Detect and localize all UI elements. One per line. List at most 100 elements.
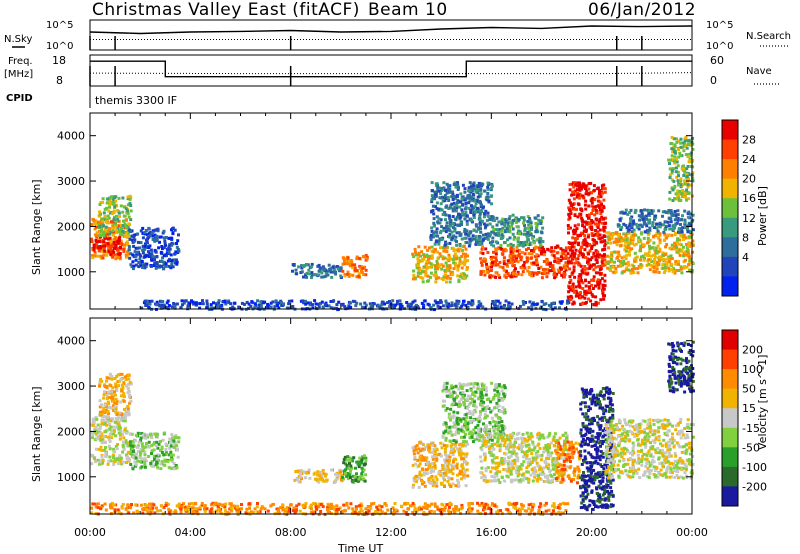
data-cell bbox=[679, 243, 683, 247]
data-cell bbox=[451, 401, 455, 405]
data-cell bbox=[458, 256, 462, 260]
data-cell bbox=[634, 233, 638, 237]
data-cell bbox=[629, 217, 632, 221]
data-cell bbox=[333, 480, 337, 484]
data-cell bbox=[435, 478, 439, 481]
data-cell bbox=[535, 224, 539, 228]
data-cell bbox=[622, 238, 626, 242]
data-cell bbox=[595, 241, 599, 245]
data-cell bbox=[313, 299, 317, 303]
data-cell bbox=[620, 226, 624, 229]
data-cell bbox=[172, 439, 176, 443]
data-cell bbox=[364, 273, 368, 277]
data-cell bbox=[568, 267, 572, 271]
data-cell bbox=[538, 306, 542, 310]
data-cell bbox=[479, 251, 483, 255]
data-cell bbox=[484, 393, 488, 397]
data-cell bbox=[316, 470, 320, 474]
data-cell bbox=[550, 302, 554, 306]
data-cell bbox=[118, 252, 122, 256]
data-cell bbox=[421, 257, 425, 261]
data-cell bbox=[593, 197, 597, 201]
data-cell bbox=[429, 306, 433, 309]
data-cell bbox=[446, 196, 450, 199]
data-cell bbox=[527, 223, 531, 227]
data-cell bbox=[559, 258, 563, 262]
data-cell bbox=[97, 437, 101, 441]
data-cell bbox=[467, 244, 471, 248]
data-cell bbox=[340, 473, 344, 477]
data-cell bbox=[630, 269, 634, 273]
data-cell bbox=[119, 430, 123, 433]
data-cell bbox=[571, 282, 575, 286]
data-cell bbox=[587, 280, 591, 284]
data-cell bbox=[413, 455, 417, 459]
data-cell bbox=[584, 184, 588, 188]
data-cell bbox=[519, 216, 523, 220]
data-cell bbox=[492, 429, 496, 433]
data-cell bbox=[102, 253, 106, 257]
data-cell bbox=[335, 471, 339, 475]
data-cell bbox=[587, 233, 591, 237]
data-cell bbox=[106, 415, 109, 419]
data-cell bbox=[475, 186, 479, 190]
data-cell bbox=[126, 407, 130, 411]
data-cell bbox=[624, 234, 628, 238]
data-cell bbox=[137, 449, 140, 453]
data-cell bbox=[522, 241, 526, 245]
data-cell bbox=[411, 485, 415, 489]
data-cell bbox=[594, 229, 598, 232]
data-cell bbox=[617, 259, 620, 263]
nsky-tick-high: 10^5 bbox=[46, 20, 73, 31]
data-cell bbox=[105, 250, 109, 254]
data-cell bbox=[132, 451, 136, 455]
data-cell bbox=[152, 442, 156, 446]
data-cell bbox=[121, 433, 125, 436]
data-cell bbox=[434, 277, 438, 281]
data-cell bbox=[462, 435, 466, 439]
cpid-panel: CPID themis 3300 IF bbox=[6, 86, 177, 108]
data-cell bbox=[477, 436, 481, 440]
data-cell bbox=[512, 218, 516, 222]
data-cell bbox=[170, 263, 174, 267]
data-cell bbox=[596, 186, 600, 190]
data-cell bbox=[538, 248, 542, 252]
data-cell bbox=[567, 231, 570, 235]
data-cell bbox=[143, 445, 147, 449]
data-cell bbox=[97, 221, 101, 225]
data-cell bbox=[611, 270, 615, 274]
data-cell bbox=[112, 460, 116, 464]
data-cell bbox=[340, 478, 343, 481]
data-cell bbox=[98, 399, 102, 403]
data-cell bbox=[90, 462, 94, 466]
data-cell bbox=[443, 246, 447, 250]
data-cell bbox=[212, 306, 216, 310]
data-cell bbox=[443, 210, 447, 214]
data-cell bbox=[621, 211, 625, 215]
data-cell bbox=[376, 304, 380, 308]
data-cell bbox=[175, 466, 179, 470]
data-cell bbox=[592, 233, 596, 237]
data-cell bbox=[457, 231, 461, 235]
colorbar-tick-label: 20 bbox=[742, 173, 756, 186]
data-cell bbox=[455, 257, 459, 260]
data-cell bbox=[256, 299, 260, 303]
data-cell bbox=[486, 232, 490, 236]
data-cell bbox=[678, 238, 682, 242]
data-cell bbox=[438, 252, 442, 256]
data-cell bbox=[141, 449, 145, 453]
data-cell bbox=[526, 215, 530, 218]
data-cell bbox=[106, 419, 110, 423]
data-cell bbox=[170, 305, 174, 309]
data-cell bbox=[341, 269, 345, 273]
data-cell bbox=[451, 207, 455, 211]
data-cell bbox=[349, 467, 353, 471]
data-cell bbox=[586, 235, 590, 239]
data-cell bbox=[141, 251, 145, 255]
data-cell bbox=[317, 480, 321, 484]
data-cell bbox=[105, 201, 109, 205]
data-cell bbox=[648, 226, 652, 230]
data-cell bbox=[162, 254, 166, 258]
data-cell bbox=[456, 268, 460, 272]
data-cell bbox=[457, 264, 460, 268]
